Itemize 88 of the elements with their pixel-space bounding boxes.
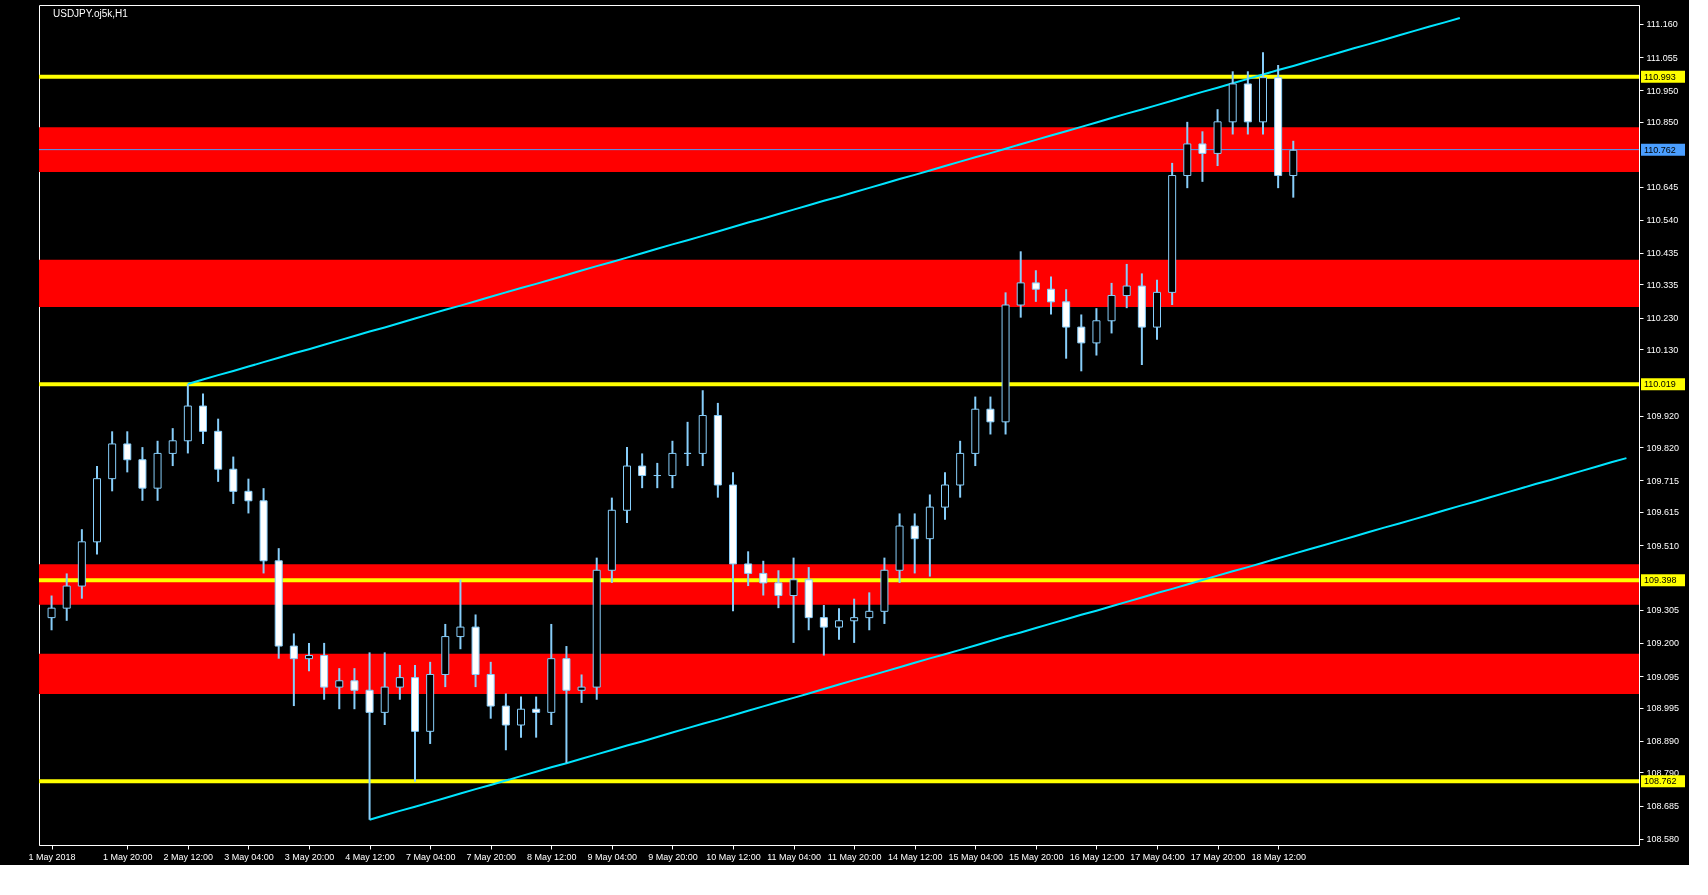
candlestick	[850, 597, 859, 644]
candlestick	[1047, 275, 1055, 316]
candlestick	[47, 594, 56, 632]
x-tick-label: 11 May 04:00	[767, 851, 822, 862]
y-tick-label: 111.160	[1646, 19, 1678, 30]
candlestick	[577, 673, 586, 704]
candlestick	[62, 572, 71, 622]
candlestick	[668, 439, 677, 490]
y-tick-label: 110.335	[1646, 279, 1679, 290]
candlestick	[395, 664, 404, 701]
x-tick-label: 2 May 12:00	[163, 851, 214, 862]
x-tick-label: 18 May 12:00	[1251, 851, 1306, 862]
y-tick-label: 110.130	[1646, 344, 1679, 355]
candlestick	[1198, 130, 1207, 183]
y-tick-label: 110.645	[1646, 182, 1679, 193]
candlestick	[1077, 313, 1086, 373]
y-tick-label: 109.615	[1646, 507, 1680, 518]
candlestick	[1092, 307, 1101, 357]
y-tick-label: 109.820	[1646, 442, 1680, 453]
ref-line-label: 110.019	[1644, 379, 1676, 390]
candlestick	[910, 512, 919, 575]
candlestick	[244, 477, 253, 515]
candlestick	[517, 695, 525, 739]
x-tick-label: 1 May 2018	[28, 851, 76, 862]
ref-line-label: 110.993	[1644, 71, 1676, 82]
x-tick-label: 9 May 20:00	[648, 851, 698, 862]
y-tick-label: 110.540	[1646, 215, 1679, 226]
y-tick-label: 108.890	[1646, 736, 1680, 747]
ref-line-label: 110.762	[1644, 144, 1676, 155]
y-tick-label: 109.920	[1646, 411, 1680, 422]
candlestick	[789, 556, 798, 644]
candlestick	[638, 452, 647, 490]
x-tick-label: 14 May 12:00	[887, 851, 943, 862]
candlestick	[229, 455, 238, 505]
x-tick-label: 11 May 20:00	[827, 851, 882, 862]
candlestick	[123, 430, 132, 474]
x-tick-label: 3 May 04:00	[224, 851, 274, 862]
candlestick	[532, 695, 541, 739]
y-tick-label: 111.055	[1646, 52, 1678, 63]
x-tick-label: 4 May 12:00	[345, 851, 395, 862]
candlestick	[865, 591, 874, 632]
candlestick	[365, 651, 374, 821]
candlestick	[335, 667, 344, 711]
y-tick-label: 109.510	[1646, 540, 1680, 551]
candlestick	[819, 604, 828, 657]
x-tick-label: 10 May 12:00	[706, 851, 761, 862]
ref-line-label: 109.398	[1644, 575, 1677, 586]
y-tick-label: 110.230	[1646, 313, 1679, 324]
candlestick	[1016, 250, 1025, 319]
candlestick	[501, 692, 510, 752]
y-tick-label: 110.850	[1646, 117, 1679, 128]
candlestick	[456, 578, 465, 651]
y-tick-label: 109.095	[1646, 671, 1680, 682]
x-tick-label: 7 May 04:00	[405, 851, 456, 862]
candlestick	[305, 641, 313, 673]
candlestick	[835, 607, 843, 641]
y-tick-label: 108.685	[1646, 801, 1680, 812]
x-tick-label: 17 May 20:00	[1190, 851, 1246, 862]
ref-line-label: 108.762	[1644, 776, 1677, 787]
y-tick-label: 108.580	[1646, 834, 1680, 845]
y-tick-label: 110.435	[1646, 248, 1679, 259]
x-tick-label: 1 May 20:00	[103, 851, 153, 862]
y-tick-label: 109.715	[1646, 475, 1680, 486]
x-tick-label: 16 May 12:00	[1069, 851, 1125, 862]
x-tick-label: 15 May 04:00	[948, 851, 1004, 862]
chart-title: USDJPY.oj5k,H1	[53, 8, 129, 19]
line-series	[186, 16, 1461, 385]
x-tick-label: 3 May 20:00	[284, 851, 335, 862]
candlestick	[774, 569, 783, 610]
y-tick-label: 109.305	[1646, 605, 1680, 616]
candlestick	[289, 632, 298, 708]
candlestick	[759, 559, 768, 597]
candlestick	[1122, 262, 1131, 310]
candlestick	[744, 550, 753, 588]
x-tick-label: 8 May 12:00	[527, 851, 577, 862]
x-tick-label: 9 May 04:00	[587, 851, 638, 862]
candlestick	[941, 471, 949, 521]
candlestick	[986, 395, 995, 436]
x-tick-label: 7 May 20:00	[466, 851, 516, 862]
line-series	[368, 457, 1628, 821]
candlestick	[350, 667, 359, 711]
y-tick-label: 109.200	[1646, 638, 1680, 649]
candlestick	[1031, 269, 1040, 303]
x-tick-label: 15 May 20:00	[1009, 851, 1064, 862]
x-tick-label: 17 May 04:00	[1130, 851, 1185, 862]
y-tick-label: 110.950	[1646, 85, 1679, 96]
candlestick	[168, 427, 177, 468]
y-tick-label: 108.995	[1646, 703, 1680, 714]
